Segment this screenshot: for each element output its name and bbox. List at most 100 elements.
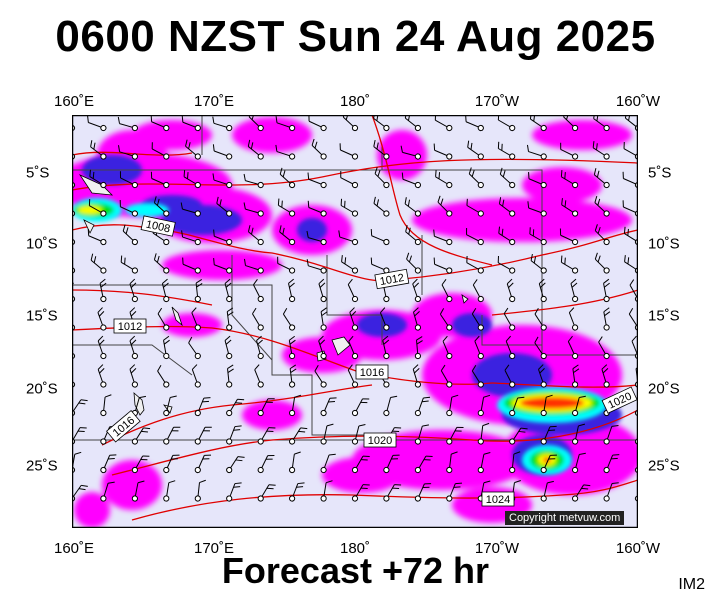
isobar-labels: 1008 1012 1012 1016 1016 1020 1020 1024 [106, 215, 638, 507]
wind-barb [131, 427, 151, 445]
wind-barb [437, 195, 453, 217]
wind-barb [129, 364, 139, 388]
lon-label-top-170w: 170˚W [474, 93, 520, 110]
wind-barb [131, 480, 145, 502]
wind-barb [471, 364, 484, 388]
wind-barb [213, 229, 233, 246]
wind-barb [87, 115, 107, 132]
wind-barb [509, 396, 525, 417]
wind-barb [594, 224, 610, 246]
wind-barb [289, 451, 301, 474]
wind-barb [594, 196, 610, 217]
lat-label-right-10s: 10˚S [648, 235, 680, 253]
wind-barb [191, 364, 201, 388]
wind-barb [373, 196, 390, 217]
wind-barb [540, 454, 557, 474]
wind-barb [498, 197, 516, 217]
wind-barb [243, 258, 264, 274]
wind-barb [181, 230, 201, 246]
wind-barb [629, 279, 638, 303]
lon-label-bottom-160e: 160˚E [53, 540, 95, 557]
wind-barb [88, 199, 107, 217]
wind-barb [441, 279, 453, 303]
wind-barb [289, 394, 302, 417]
wind-barb [194, 454, 212, 474]
wind-barb [252, 307, 264, 331]
lat-label-right-15s: 15˚S [648, 307, 680, 325]
lon-label-bottom-180: 180˚ [339, 540, 371, 557]
lat-label-left-15s: 15˚S [26, 307, 58, 325]
wind-barb [306, 230, 327, 246]
wind-barb [90, 140, 107, 160]
wind-barb [254, 364, 264, 388]
wind-barb [526, 144, 547, 160]
wind-barb [465, 115, 484, 132]
wind-barb [506, 278, 516, 303]
lat-label-right-5s: 5˚S [648, 164, 672, 182]
wind-barb [594, 252, 610, 274]
wind-barb [347, 364, 359, 388]
wind-barb [405, 225, 421, 246]
wind-barb [194, 279, 203, 303]
wind-barb [180, 202, 201, 217]
wind-barb [314, 365, 327, 388]
wind-barb [370, 229, 390, 246]
wind-barb [122, 224, 139, 246]
wind-barb [351, 484, 370, 502]
wind-barb [97, 307, 107, 331]
wind-barb [603, 482, 619, 502]
wind-barb [339, 143, 359, 160]
wind-barb [89, 169, 107, 189]
wind-barb [163, 335, 170, 360]
image-tag: IM2 [678, 576, 705, 593]
wind-barb [226, 307, 234, 331]
wind-barb [347, 278, 359, 303]
wind-barb [163, 480, 176, 502]
wind-barb [226, 482, 242, 502]
wind-barb [404, 115, 421, 132]
wind-barb [374, 167, 390, 189]
wind-barb [275, 116, 296, 132]
wind-barb [435, 170, 453, 189]
wind-barb [150, 171, 170, 189]
wind-barb [572, 395, 586, 417]
wind-barb [100, 394, 112, 417]
wind-barb [194, 397, 211, 417]
isobar-label-1024: 1024 [486, 494, 510, 506]
wind-barb [99, 278, 107, 303]
wind-barb [497, 115, 516, 132]
wind-barb [117, 145, 139, 160]
wind-barb [72, 484, 88, 502]
wind-barb [182, 257, 201, 274]
wind-barb [572, 484, 591, 502]
wind-barb [466, 256, 484, 274]
wind-barb [318, 335, 327, 360]
wind-barb [412, 364, 421, 388]
wind-barb [318, 278, 327, 303]
wind-barb [560, 142, 579, 160]
wind-barb [308, 115, 327, 132]
wind-barb [471, 307, 484, 331]
wind-barb [289, 427, 308, 445]
wind-barb [212, 116, 233, 132]
wind-barb [72, 427, 87, 445]
wind-barb [503, 307, 516, 331]
wind-barb [534, 336, 547, 360]
wind-barbs [72, 115, 638, 502]
wind-barb [289, 482, 305, 502]
wind-barb [320, 453, 336, 474]
wind-barb [340, 171, 359, 189]
wind-barb [568, 307, 579, 331]
wind-barb [153, 253, 170, 274]
wind-barb [446, 394, 459, 417]
wind-barb [505, 335, 516, 360]
wind-barb [320, 480, 333, 502]
wind-barb [129, 335, 139, 360]
wind-barb [194, 479, 206, 502]
wind-barb [383, 395, 398, 417]
wind-barb [534, 308, 547, 331]
wind-barb [188, 336, 201, 360]
wind-barb [446, 426, 464, 445]
wind-barb [401, 172, 421, 189]
wind-barb [90, 253, 107, 274]
